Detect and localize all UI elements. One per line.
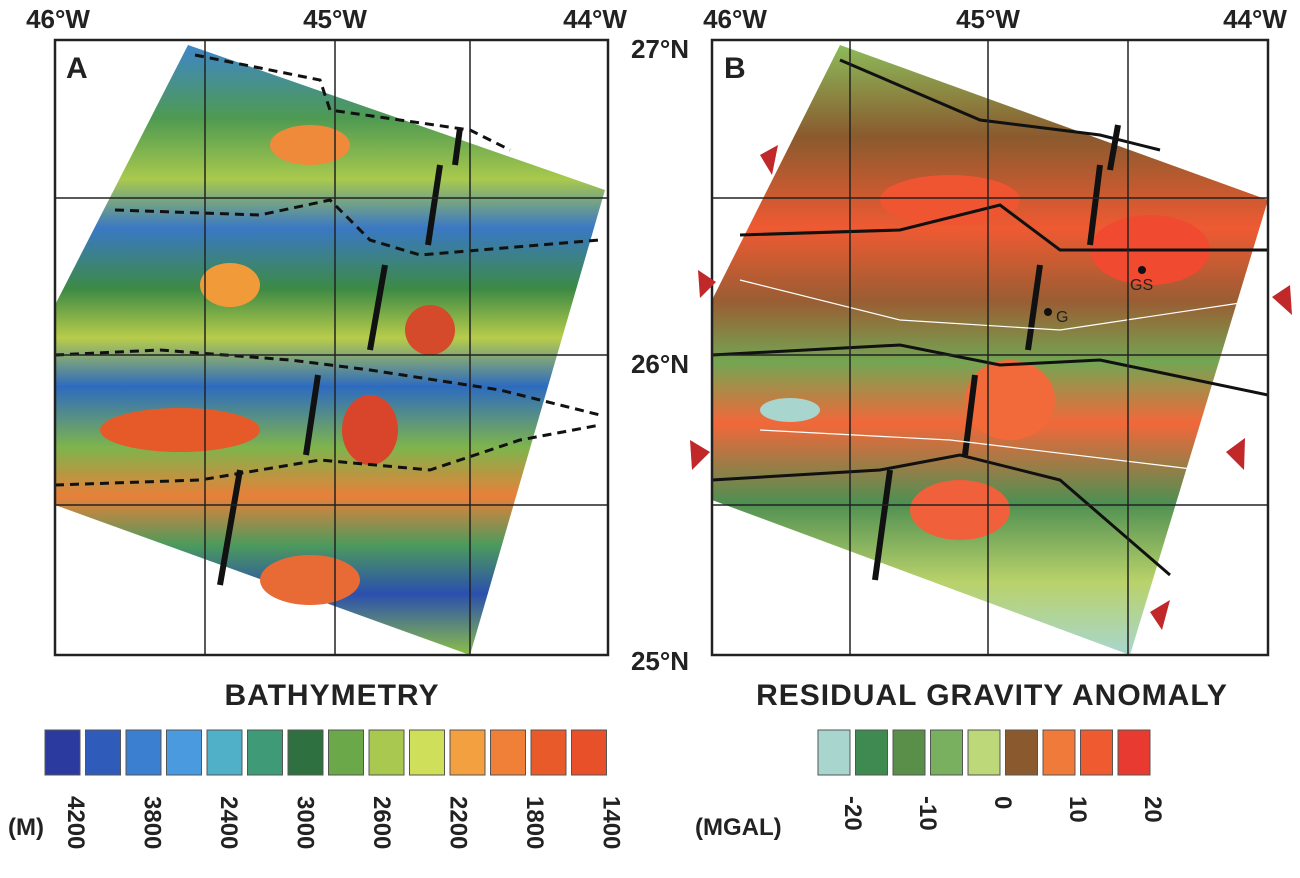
fracture-zone (194, 53, 511, 152)
legend-label: 3000 (292, 796, 319, 849)
legend-swatch (206, 729, 243, 776)
map-feature (260, 555, 360, 605)
longitude-label: 46°W (703, 4, 767, 34)
latitude-label: 25°N (631, 646, 689, 676)
legend-swatch (449, 729, 486, 776)
map-frame (710, 38, 1270, 657)
map-feature (405, 305, 455, 355)
legend-swatch (967, 729, 1001, 776)
legend-swatch (571, 729, 607, 776)
fracture-zone (739, 203, 1268, 252)
contour-line (739, 279, 1261, 471)
site-marker (1138, 266, 1146, 274)
site-label: G (1056, 309, 1068, 326)
arrow (1272, 285, 1292, 315)
legend-swatches (817, 729, 1151, 776)
map-frame (53, 38, 610, 657)
legend-swatch (287, 729, 324, 776)
fracture-zone (712, 343, 1268, 397)
gravity-map (712, 45, 1268, 655)
latitude-label: 26°N (631, 349, 689, 379)
legend-swatch (125, 729, 162, 776)
arrow (698, 270, 716, 298)
longitude-label: 44°W (1223, 4, 1287, 34)
legend-label: -10 (914, 796, 941, 831)
legend-swatch (892, 729, 926, 776)
bathymetry-map (55, 45, 605, 655)
legend-swatch (1080, 729, 1113, 776)
fracture-zone (55, 348, 601, 417)
legend-swatch (530, 729, 567, 776)
legend-label: -20 (839, 796, 866, 831)
legend-label: 3800 (139, 796, 166, 849)
map-feature (342, 395, 398, 465)
legend-swatch (328, 729, 364, 776)
map-feature (965, 360, 1055, 440)
legend-swatch (368, 729, 405, 776)
map-feature (880, 175, 1020, 225)
legend-swatch (490, 729, 526, 776)
panel-title: RESIDUAL GRAVITY ANOMALY (756, 679, 1228, 712)
legend-swatches (44, 729, 607, 776)
legend-swatch (409, 729, 445, 776)
legend-swatch (1005, 729, 1038, 776)
ridge-axis (872, 124, 1121, 581)
legend-label: 1400 (598, 796, 625, 849)
legend-unit: (MGAL) (695, 814, 782, 841)
legend-label: 1800 (521, 796, 548, 849)
map-feature (200, 263, 260, 307)
panel-title: BATHYMETRY (225, 679, 440, 712)
legend-swatch (817, 729, 851, 776)
legend-swatch (85, 729, 121, 776)
longitude-label: 44°W (563, 4, 627, 34)
legend-label: 10 (1064, 796, 1091, 823)
panel-label: A (66, 52, 88, 85)
legend-label: 2600 (368, 796, 395, 849)
longitude-label: 46°W (26, 4, 90, 34)
arrow (1150, 600, 1170, 630)
legend-swatch (166, 729, 202, 776)
map-feature (910, 480, 1010, 540)
longitude-label: 45°W (303, 4, 367, 34)
arrows (690, 145, 1292, 630)
legend-swatch (44, 729, 81, 776)
arrow (1226, 438, 1245, 470)
latitude-label: 27°N (631, 34, 689, 64)
legend-label: 2400 (215, 796, 242, 849)
legend-label: 0 (989, 796, 1016, 809)
legend-label: 2200 (445, 796, 472, 849)
ridge-axis (217, 127, 463, 586)
legend-swatch (855, 729, 888, 776)
fracture-zone (114, 198, 601, 257)
fracture-zone (55, 423, 601, 487)
arrow (760, 145, 778, 175)
fracture-zone (839, 58, 1161, 152)
site-marker (1044, 308, 1052, 316)
map-feature (100, 408, 260, 452)
arrow (690, 440, 710, 470)
legend-swatch (930, 729, 963, 776)
legend-swatch (1042, 729, 1076, 776)
legend-unit: (M) (8, 814, 44, 841)
legend-label: 4200 (62, 796, 89, 849)
legend-swatch (1117, 729, 1151, 776)
legend-label: 20 (1139, 796, 1166, 823)
fracture-zone (712, 453, 1171, 577)
site-label: GS (1130, 277, 1153, 294)
legend-swatch (247, 729, 283, 776)
map-feature (760, 398, 820, 422)
longitude-label: 45°W (956, 4, 1020, 34)
map-feature (270, 125, 350, 165)
panel-label: B (724, 52, 746, 85)
